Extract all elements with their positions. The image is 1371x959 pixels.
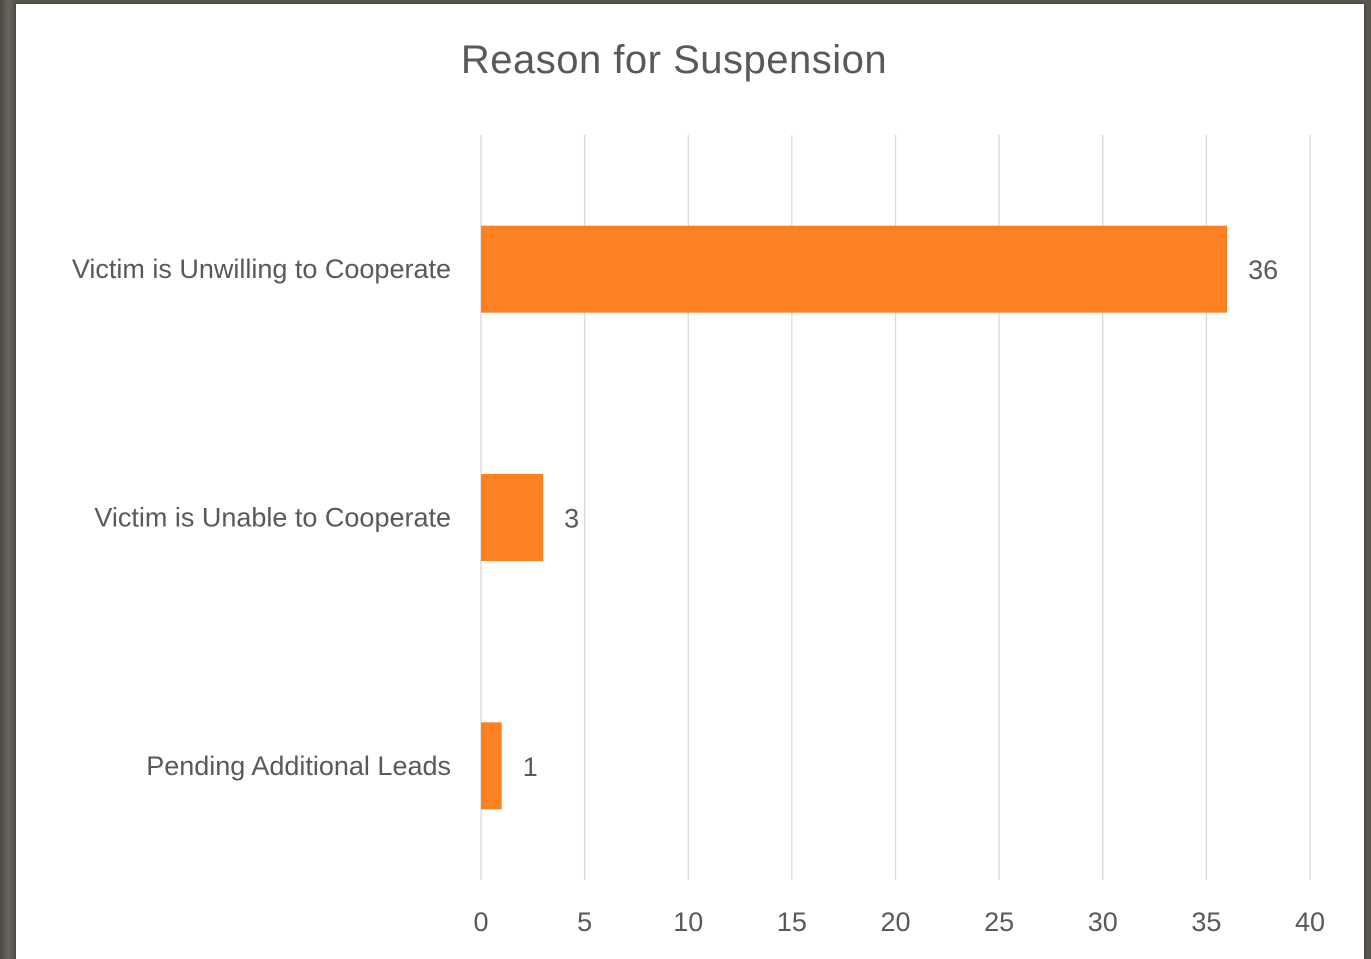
labels: 0 5 10 15 20 25 30 35 40 Victim is Unwilling to C… [72,254,1325,937]
bar [481,474,544,561]
data-label: 3 [564,504,579,534]
x-tick-label: 0 [473,907,488,937]
bar [481,722,502,810]
data-label: 1 [523,752,538,782]
chart-title: Reason for Suspension [460,38,888,82]
x-tick-label: 35 [1191,907,1221,937]
x-tick-label: 25 [984,907,1014,937]
data-label: 36 [1248,255,1278,285]
x-tick-label: 30 [1088,907,1118,937]
chart-panel [16,4,1364,959]
bar [481,225,1228,313]
x-tick-label: 10 [673,907,703,937]
x-tick-label: 40 [1295,907,1325,937]
x-tick-label: 5 [577,907,592,937]
category-label: Victim is Unwilling to Cooperate [72,254,451,284]
x-tick-label: 15 [777,907,807,937]
category-label: Victim is Unable to Cooperate [94,503,451,533]
bars [481,225,1228,810]
category-label: Pending Additional Leads [146,751,451,781]
x-tick-label: 20 [880,907,910,937]
